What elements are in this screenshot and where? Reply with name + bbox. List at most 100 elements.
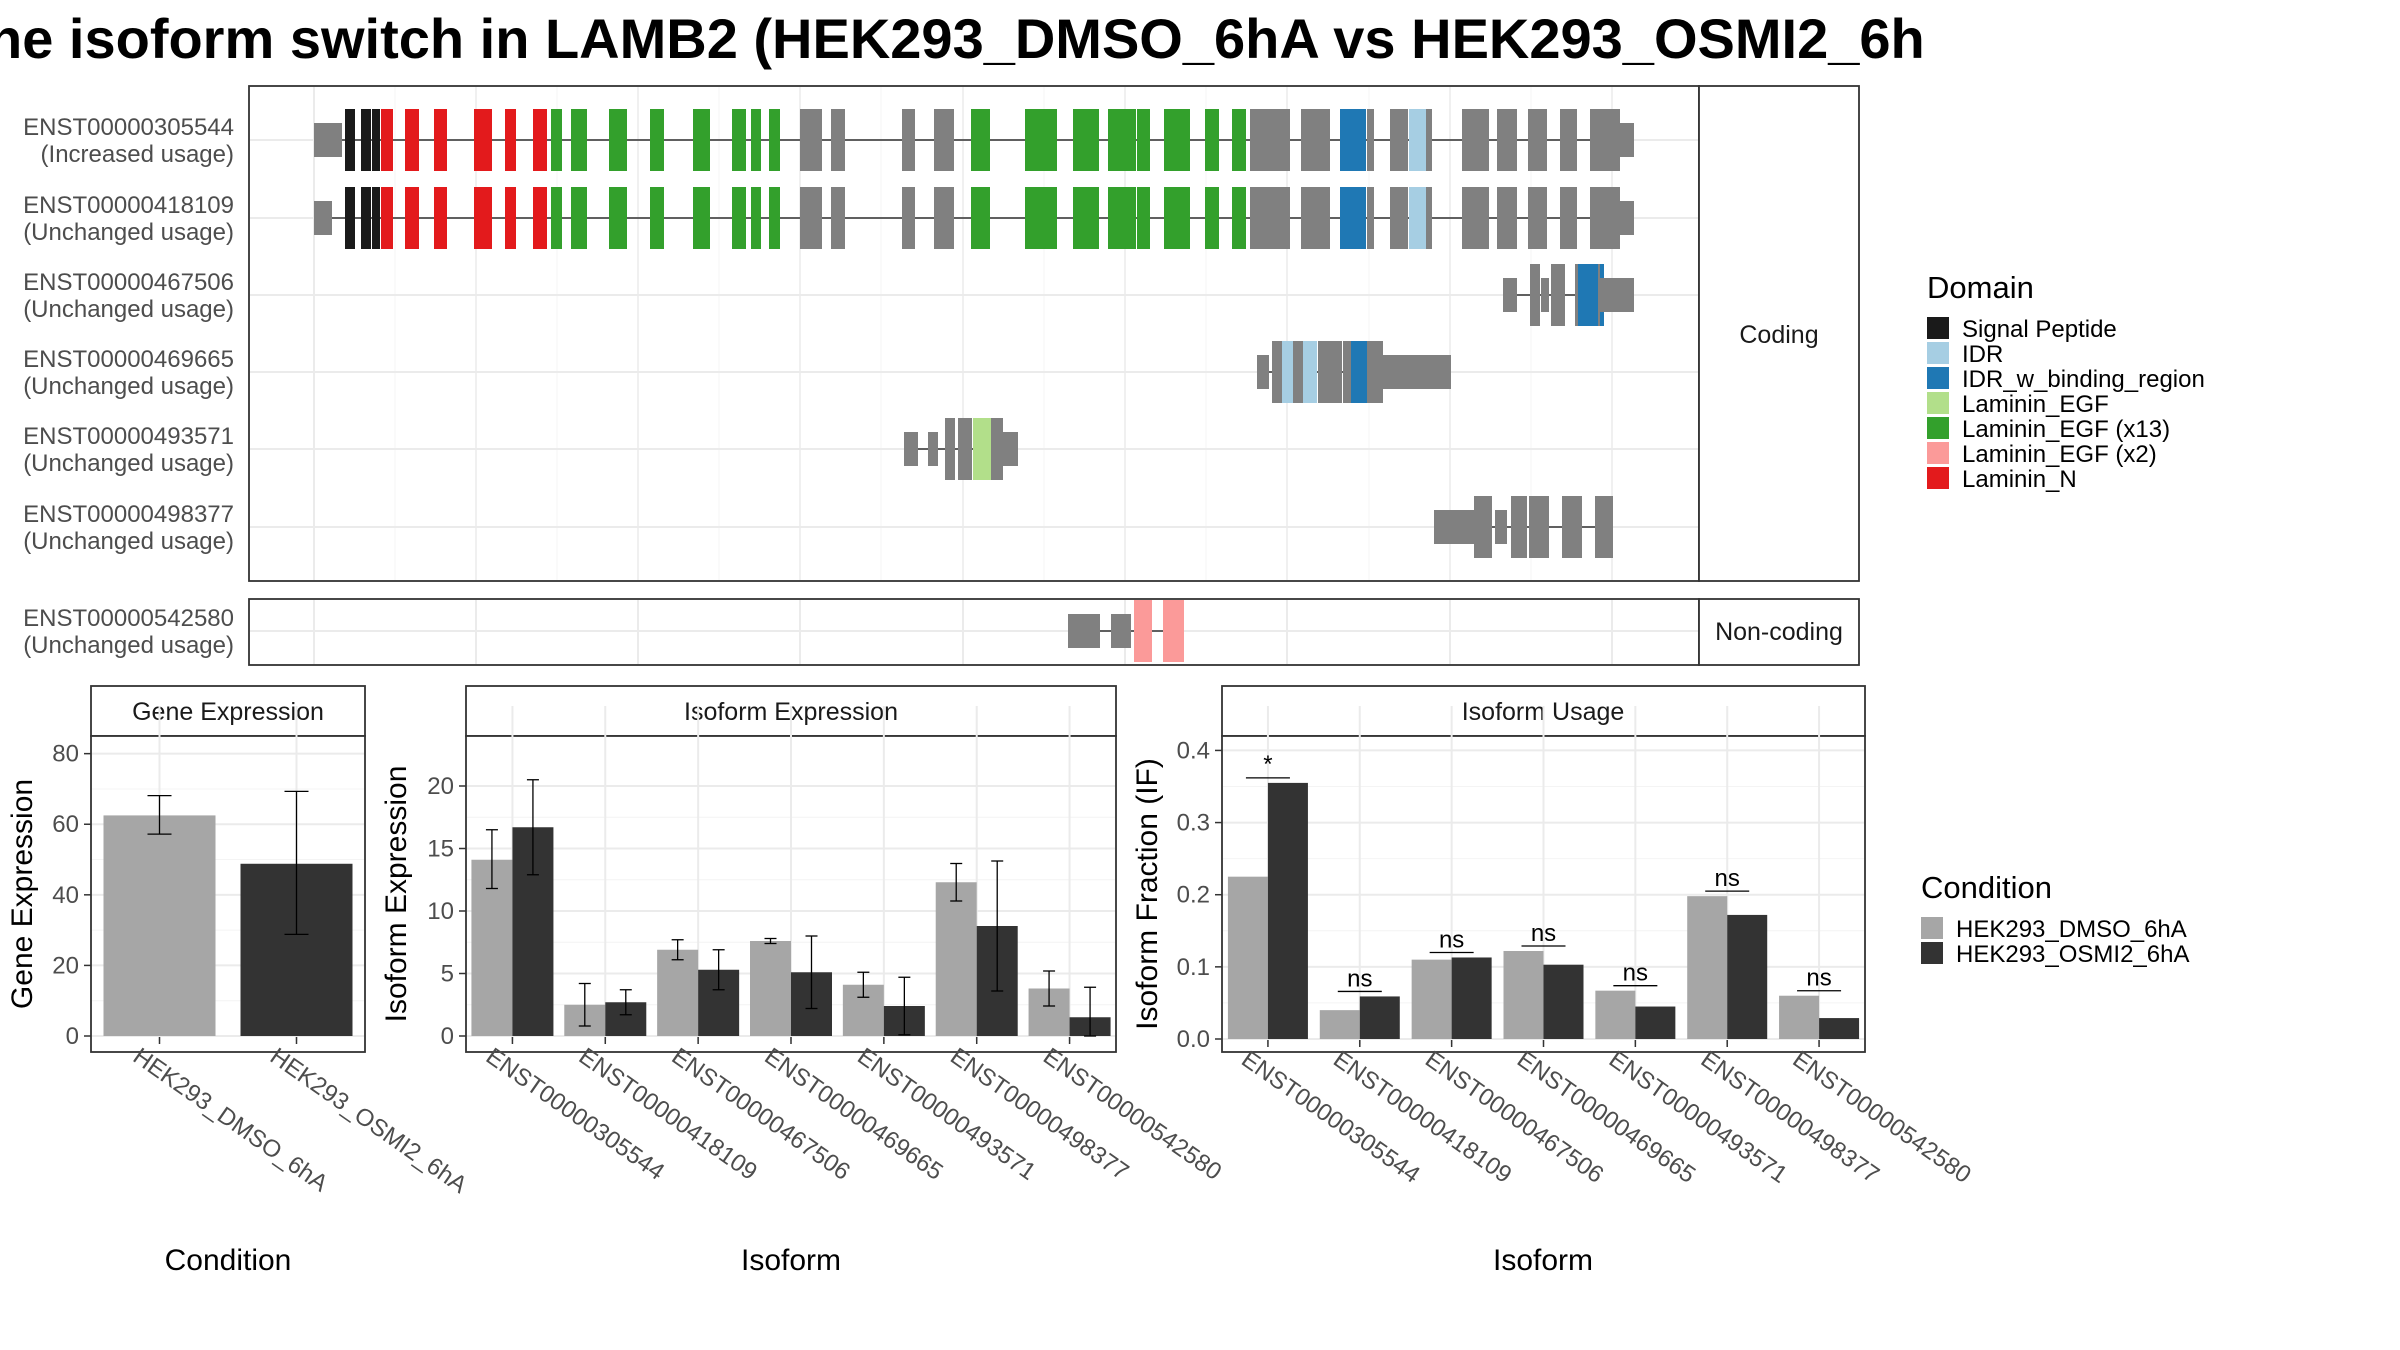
- y-tick-label: 10: [427, 898, 454, 925]
- exon-block: [1257, 355, 1269, 389]
- row-label-id: ENST00000418109: [23, 192, 234, 219]
- exon-block: [533, 109, 547, 171]
- exon-block: [381, 109, 393, 171]
- y-tick-label: 0.3: [1177, 810, 1210, 837]
- bar: [1819, 1018, 1860, 1039]
- exon-block: [1426, 187, 1432, 249]
- exon-block: [1497, 109, 1517, 171]
- exon-block: [505, 187, 516, 249]
- exon-block: [1590, 187, 1620, 249]
- exon-block: [1073, 187, 1099, 249]
- exon-block: [505, 109, 516, 171]
- exon-block: [571, 187, 587, 249]
- exon-block: [928, 432, 938, 466]
- row-label-status: (Unchanged usage): [23, 632, 234, 659]
- legend-swatch: [1927, 442, 1949, 464]
- legend-label: Laminin_EGF: [1962, 391, 2109, 418]
- exon-block: [1497, 187, 1517, 249]
- bar: [1451, 957, 1492, 1039]
- exon-block: [1068, 614, 1100, 648]
- row-label-status: (Unchanged usage): [23, 450, 234, 477]
- exon-block: [1293, 341, 1305, 403]
- exon-block: [372, 187, 380, 249]
- exon-block: [693, 109, 710, 171]
- exon-block: [1351, 341, 1367, 403]
- exon-block: [1529, 496, 1549, 558]
- exon-block: [800, 187, 822, 249]
- row-label-id: ENST00000467506: [23, 269, 234, 296]
- bar: [1687, 896, 1728, 1039]
- y-tick-label: 5: [441, 961, 454, 988]
- exon-block: [902, 187, 915, 249]
- exon-block: [1318, 341, 1342, 403]
- exon-block: [934, 187, 954, 249]
- bar: [1727, 914, 1768, 1039]
- exon-block: [1272, 341, 1282, 403]
- exon-block: [1390, 109, 1408, 171]
- legend-swatch: [1927, 467, 1949, 489]
- coding-strip: [1698, 85, 1860, 582]
- exon-block: [1108, 187, 1136, 249]
- exon-block: [1343, 341, 1351, 403]
- significance-label: ns: [1623, 960, 1648, 987]
- exon-block: [1137, 109, 1150, 171]
- exon-block: [361, 109, 371, 171]
- significance-label: *: [1263, 751, 1272, 778]
- exon-block: [732, 187, 746, 249]
- y-axis-title: Gene Expression: [6, 779, 39, 1009]
- legend-swatch: [1921, 942, 1943, 964]
- legend-swatch: [1927, 417, 1949, 439]
- bar: [1779, 995, 1820, 1039]
- row-label-id: ENST00000493571: [23, 423, 234, 450]
- exon-block: [769, 109, 780, 171]
- exon-block: [1232, 109, 1246, 171]
- exon-block: [1073, 109, 1099, 171]
- legend-label: Laminin_EGF (x2): [1962, 441, 2157, 468]
- exon-block: [1409, 109, 1426, 171]
- exon-block: [1163, 600, 1184, 662]
- exon-block: [609, 187, 627, 249]
- exon-block: [1340, 109, 1366, 171]
- exon-block: [1511, 496, 1527, 558]
- significance-label: ns: [1715, 865, 1740, 892]
- exon-block: [1232, 187, 1246, 249]
- row-label-id: ENST00000469665: [23, 346, 234, 373]
- bar: [103, 815, 216, 1036]
- exon-block: [372, 109, 380, 171]
- exon-block: [1250, 109, 1290, 171]
- exon-block: [1541, 278, 1549, 312]
- exon-block: [1562, 496, 1582, 558]
- row-label-status: (Increased usage): [41, 141, 234, 168]
- bar: [1635, 1006, 1676, 1039]
- bar: [1503, 950, 1544, 1039]
- y-tick-label: 15: [427, 836, 454, 863]
- significance-label: ns: [1531, 920, 1556, 947]
- exon-block: [1205, 109, 1219, 171]
- exon-block: [650, 187, 664, 249]
- bar: [1359, 996, 1400, 1039]
- exon-block: [571, 109, 587, 171]
- transcript-row-labels: ENST00000305544 (Increased usage) ENST00…: [23, 114, 234, 659]
- legend-swatch: [1921, 917, 1943, 939]
- exon-block: [1434, 510, 1474, 544]
- y-tick-label: 0: [441, 1023, 454, 1050]
- legend-swatch: [1927, 317, 1949, 339]
- exon-block: [1111, 614, 1131, 648]
- y-tick-label: 0: [66, 1023, 79, 1050]
- bar: [750, 941, 791, 1036]
- exon-block: [474, 109, 492, 171]
- exon-block: [1367, 341, 1383, 403]
- exon-block: [1164, 187, 1190, 249]
- exon-block: [1303, 341, 1317, 403]
- row-label-id: ENST00000542580: [23, 605, 234, 632]
- row-label-status: (Unchanged usage): [23, 219, 234, 246]
- exon-block: [314, 201, 332, 235]
- bar: [1595, 990, 1636, 1039]
- exon-block: [1620, 123, 1634, 157]
- exon-block: [1301, 109, 1330, 171]
- legend-label: IDR_w_binding_region: [1962, 366, 2205, 393]
- exon-block: [732, 109, 746, 171]
- legend-swatch: [1927, 367, 1949, 389]
- chart-strip: [90, 685, 366, 737]
